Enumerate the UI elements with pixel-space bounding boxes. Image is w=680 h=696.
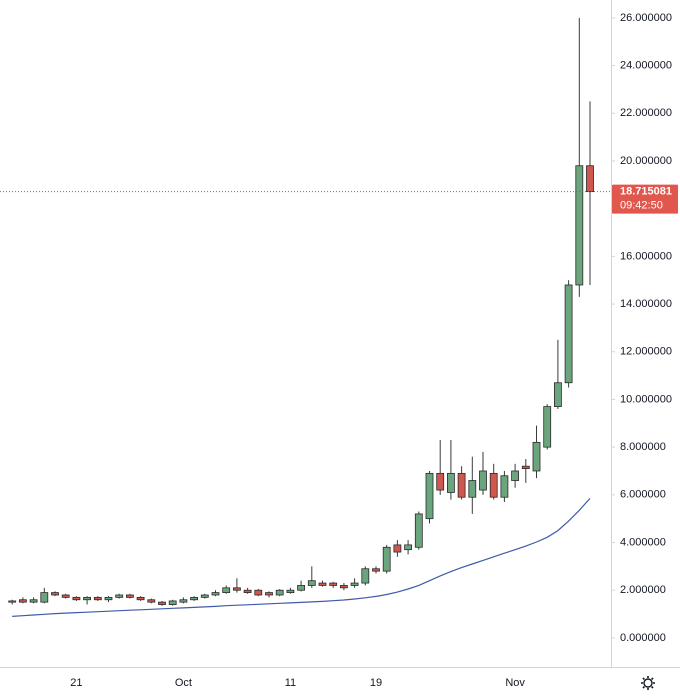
candle-body (457, 472, 466, 498)
gear-ring (643, 678, 653, 688)
y-tick-label: 16.000000 (620, 250, 672, 262)
candle-body (168, 600, 177, 605)
candle-body (564, 284, 573, 384)
candle-body (8, 600, 17, 603)
countdown-label: 09:42:50 (620, 200, 663, 212)
candle-body (468, 480, 477, 498)
candle-body (232, 587, 241, 591)
candle-body (393, 544, 402, 553)
candle-body (200, 594, 209, 598)
candle-body (222, 587, 231, 593)
candle-body (297, 585, 306, 591)
settings-button[interactable] (641, 676, 655, 690)
candle-body (446, 472, 455, 493)
candle-body (511, 470, 520, 481)
candle-body (372, 568, 380, 572)
y-tick-label: 10.000000 (620, 393, 672, 405)
candle-body (275, 589, 284, 596)
y-tick-label: 14.000000 (620, 298, 672, 310)
y-tick-label: 4.000000 (620, 536, 666, 548)
candle-body (115, 594, 124, 598)
candle-body (521, 465, 530, 469)
x-tick-label: Nov (505, 677, 525, 689)
candle-body (51, 592, 59, 596)
y-tick-label: 12.000000 (620, 346, 672, 358)
y-tick-label: 8.000000 (620, 441, 666, 453)
candle-body (254, 589, 263, 596)
y-tick-label: 0.000000 (620, 632, 666, 644)
candle-body (40, 592, 49, 603)
candle-body (404, 544, 413, 551)
gear-teeth (641, 676, 655, 690)
candle-body (286, 589, 295, 593)
candle-body (83, 596, 91, 601)
candle-body (318, 582, 327, 586)
candle-body (500, 475, 509, 498)
candle-body (350, 582, 359, 586)
candle-body (361, 568, 370, 584)
last-price-label: 18.715081 (620, 186, 672, 198)
x-tick-label: Oct (175, 677, 192, 689)
candle-body (61, 594, 70, 598)
candle-body (329, 582, 338, 586)
y-tick-label: 22.000000 (620, 107, 672, 119)
y-tick-label: 26.000000 (620, 12, 672, 24)
candle-body (93, 596, 102, 601)
candle-body (72, 596, 81, 601)
candle-body (307, 580, 316, 586)
candle-body (532, 441, 541, 472)
candle-body (586, 165, 594, 193)
candle-body (575, 165, 584, 286)
candle-body (211, 592, 220, 596)
y-tick-label: 6.000000 (620, 489, 666, 501)
candle-body (243, 589, 252, 593)
x-tick-label: 19 (370, 677, 382, 689)
candle-body (104, 596, 113, 601)
x-tick-label: 11 (285, 677, 296, 689)
candle-body (18, 599, 27, 603)
candle-body (339, 585, 348, 589)
candle-body (147, 599, 156, 603)
candle-body (489, 472, 498, 498)
moving-average-line (12, 497, 591, 617)
y-tick-label: 20.000000 (620, 155, 672, 167)
candle-body (179, 599, 188, 603)
candle-body (265, 592, 273, 596)
candle-body (190, 596, 199, 601)
x-tick-label: 21 (70, 677, 82, 689)
candle-body (554, 382, 562, 407)
candle-body (479, 470, 487, 491)
candle-body (425, 472, 434, 520)
y-tick-label: 2.000000 (620, 584, 666, 596)
candle-body (158, 601, 166, 605)
candle-body (29, 599, 38, 603)
candle-body (436, 472, 445, 491)
candle-body (543, 406, 552, 448)
candle-body (136, 596, 145, 601)
candle-body (414, 513, 423, 548)
candle-body (126, 594, 134, 598)
price-label-box (612, 184, 678, 214)
candle-body (382, 546, 391, 572)
y-tick-label: 24.000000 (620, 59, 672, 71)
